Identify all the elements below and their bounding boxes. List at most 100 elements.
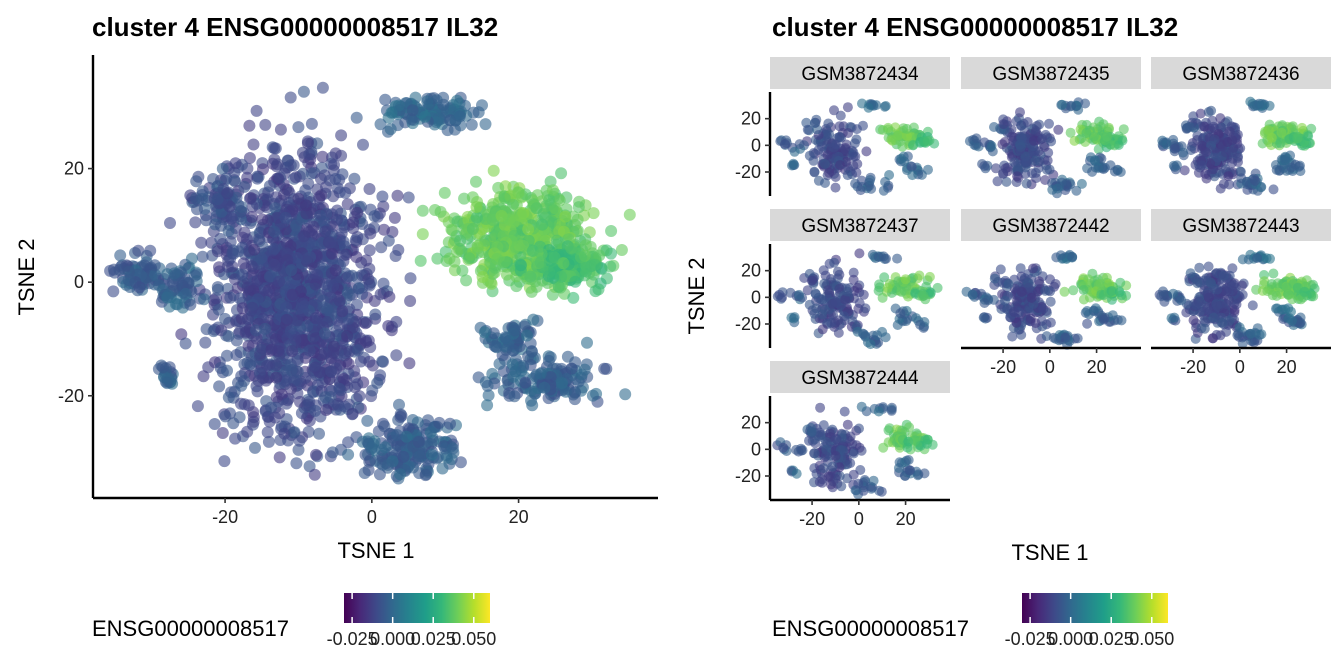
left-point [320, 404, 333, 416]
left-point [379, 93, 392, 106]
left-point [448, 255, 461, 268]
facet-point [822, 150, 833, 160]
facet-point [858, 120, 868, 131]
left-point [263, 270, 276, 283]
facet-point [1082, 306, 1093, 316]
left-point [208, 418, 221, 430]
left-point [403, 357, 416, 370]
left-point [248, 243, 261, 256]
left-point [526, 399, 539, 412]
facet-x-tick-label: 0 [1235, 357, 1245, 377]
left-point [148, 259, 161, 272]
left-point [623, 208, 636, 221]
left-point [463, 252, 476, 265]
facet-point [1202, 289, 1213, 300]
left-point [309, 278, 322, 291]
facet-point [1067, 252, 1078, 262]
left-point [250, 324, 262, 337]
left-point [451, 94, 464, 107]
facet-point [1263, 125, 1274, 136]
facet-point [879, 101, 890, 112]
facet-point [1249, 100, 1260, 111]
left-point [465, 118, 478, 131]
facet-point [900, 274, 911, 285]
left-x-tick-label: 20 [509, 507, 529, 527]
facet-point [1169, 312, 1180, 323]
facet-point [1192, 278, 1203, 289]
facet-point [967, 289, 978, 300]
facet-point [809, 448, 820, 459]
left-point [305, 167, 318, 180]
facet-strip-label: GSM3872442 [992, 216, 1109, 237]
left-point [179, 287, 192, 300]
left-point [213, 380, 226, 393]
facet-point [1271, 164, 1282, 175]
left-point [289, 171, 302, 184]
facet-point [1185, 268, 1196, 279]
facet-x-tick-label: 20 [896, 509, 916, 529]
left-point [615, 244, 628, 256]
facet-point [1265, 253, 1275, 264]
left-point [286, 345, 299, 358]
facet-point [1068, 285, 1079, 296]
facet-point [1009, 157, 1020, 168]
left-point [235, 370, 248, 383]
left-point [219, 410, 232, 423]
left-point [481, 379, 494, 392]
facet-point [1112, 314, 1123, 325]
facet-strip-label: GSM3872443 [1182, 216, 1299, 237]
left-point [295, 407, 308, 420]
left-point [559, 210, 572, 223]
left-y-tick-label: 20 [64, 159, 84, 179]
left-point [269, 202, 282, 215]
facet-point [1157, 135, 1168, 146]
legend-tick-label: 0.050 [451, 629, 496, 649]
left-point [283, 186, 296, 199]
facet-point [1040, 285, 1051, 296]
facet-point [978, 312, 989, 323]
left-point [259, 322, 272, 335]
left-point [527, 198, 540, 211]
left-point [161, 377, 174, 390]
left-point [301, 137, 314, 150]
left-point [292, 192, 305, 205]
facet-point [1031, 121, 1042, 131]
facet-y-tick-label: 20 [741, 109, 761, 129]
left-point [381, 458, 394, 471]
left-point [521, 329, 533, 342]
left-point [249, 441, 261, 454]
left-point [244, 358, 256, 371]
left-point [454, 234, 467, 247]
left-point [453, 110, 466, 123]
left-point [317, 294, 330, 307]
facet-y-tick-label: -20 [735, 314, 761, 334]
facet-point [815, 402, 826, 413]
facet-point [883, 425, 894, 436]
facet-point [819, 159, 830, 169]
facet-y-tick-label: 20 [741, 413, 761, 433]
left-point [547, 271, 559, 284]
left-point [593, 249, 606, 262]
left-point [517, 239, 530, 252]
facet-point [878, 442, 889, 453]
facet-point [1222, 137, 1233, 148]
left-point [175, 328, 188, 341]
left-point [534, 367, 547, 380]
facet-strip-label: GSM3872444 [801, 368, 919, 389]
left-point [341, 330, 354, 342]
left-point [454, 119, 467, 132]
facet-point [843, 128, 854, 138]
facet-point [1224, 126, 1235, 137]
left-legend-colorbar [344, 593, 490, 623]
facet-point [1287, 121, 1298, 132]
left-point [360, 254, 373, 267]
left-point [574, 251, 587, 264]
left-point [341, 286, 354, 299]
left-point [144, 244, 157, 257]
left-point [191, 400, 204, 413]
facet-point [829, 257, 840, 268]
left-point [470, 175, 482, 188]
left-point [343, 345, 356, 358]
left-point [269, 411, 282, 424]
left-point [107, 263, 120, 276]
